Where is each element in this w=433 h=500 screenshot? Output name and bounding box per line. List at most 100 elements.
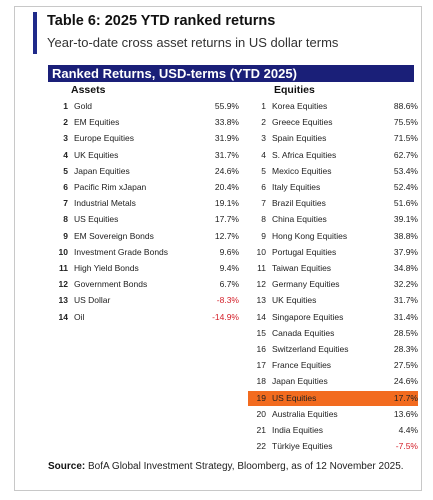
- asset-rank: 6: [63, 182, 68, 192]
- equity-value: 71.5%: [393, 133, 418, 144]
- equity-name: Spain Equities: [272, 133, 327, 144]
- asset-row: 1 Gold 55.9%: [50, 99, 239, 114]
- asset-row: 7 Industrial Metals 19.1%: [50, 196, 239, 211]
- asset-value: -14.9%: [212, 311, 239, 322]
- equity-rank: 15: [256, 327, 266, 338]
- equity-row: 1 Korea Equities 88.6%: [248, 99, 418, 114]
- asset-value: 9.4%: [219, 263, 239, 273]
- equity-row: 8 China Equities 39.1%: [248, 212, 418, 227]
- equity-row: 12 Germany Equities 32.2%: [248, 277, 418, 292]
- equity-rank: 8: [261, 214, 266, 225]
- equity-value: 24.6%: [393, 376, 418, 387]
- equity-rank: 1: [261, 101, 266, 111]
- equity-value: 27.5%: [393, 360, 418, 371]
- equity-name: Mexico Equities: [272, 165, 332, 176]
- equity-row: 11 Taiwan Equities 34.8%: [248, 261, 418, 276]
- equity-rank: 17: [256, 360, 266, 371]
- asset-name: Investment Grade Bonds: [74, 246, 169, 257]
- equity-value: 34.8%: [393, 263, 418, 273]
- table-title: Table 6: 2025 YTD ranked returns: [47, 13, 276, 29]
- asset-name: Gold: [74, 101, 92, 111]
- equity-rank: 5: [261, 165, 266, 176]
- asset-name: Oil: [74, 311, 85, 322]
- table-subtitle: Year-to-date cross asset returns in US d…: [47, 35, 339, 50]
- equity-rank: 13: [256, 295, 266, 306]
- asset-row: 9 EM Sovereign Bonds 12.7%: [50, 229, 239, 244]
- equity-row: 2 Greece Equities 75.5%: [248, 115, 418, 130]
- equity-value: 31.7%: [393, 295, 418, 306]
- equity-row: 10 Portugal Equities 37.9%: [248, 245, 418, 260]
- equity-name: US Equities: [272, 392, 317, 403]
- asset-name: Europe Equities: [74, 133, 135, 144]
- equity-rank: 2: [261, 117, 266, 128]
- equity-row: 3 Spain Equities 71.5%: [248, 131, 418, 146]
- asset-row: 3 Europe Equities 31.9%: [50, 131, 239, 146]
- equity-value: 37.9%: [393, 246, 418, 257]
- equity-rank: 4: [261, 149, 266, 160]
- asset-row: 14 Oil -14.9%: [50, 310, 239, 325]
- equity-value: 53.4%: [393, 165, 418, 176]
- equity-name: Australia Equities: [272, 408, 338, 419]
- equity-row: 17 France Equities 27.5%: [248, 358, 418, 373]
- asset-row: 11 High Yield Bonds 9.4%: [50, 261, 239, 276]
- equity-rank: 12: [256, 279, 266, 290]
- asset-row: 8 US Equities 17.7%: [50, 212, 239, 227]
- asset-rank: 12: [58, 279, 68, 290]
- asset-rank: 10: [58, 246, 68, 257]
- equity-name: Greece Equities: [272, 117, 333, 128]
- source-label: Source:: [48, 461, 86, 472]
- equity-rank: 14: [256, 311, 266, 322]
- asset-rank: 9: [63, 230, 68, 241]
- asset-value: 17.7%: [214, 214, 239, 225]
- equity-value: 13.6%: [393, 408, 418, 419]
- asset-rank: 8: [63, 214, 68, 225]
- asset-value: 33.8%: [214, 117, 239, 128]
- asset-row: 12 Government Bonds 6.7%: [50, 277, 239, 292]
- equity-name: Hong Kong Equities: [272, 230, 348, 241]
- equity-row: 7 Brazil Equities 51.6%: [248, 196, 418, 211]
- equity-row: 14 Singapore Equities 31.4%: [248, 310, 418, 325]
- equity-name: Korea Equities: [272, 101, 328, 111]
- equity-value: 75.5%: [393, 117, 418, 128]
- equity-row: 4 S. Africa Equities 62.7%: [248, 148, 418, 163]
- equity-value: 38.8%: [393, 230, 418, 241]
- asset-name: High Yield Bonds: [74, 263, 139, 273]
- asset-value: 19.1%: [214, 198, 239, 209]
- equity-row: 19 US Equities 17.7%: [248, 390, 418, 406]
- asset-name: Japan Equities: [74, 165, 130, 176]
- equity-row: 15 Canada Equities 28.5%: [248, 326, 418, 341]
- equity-rank: 3: [261, 133, 266, 144]
- equity-value: 51.6%: [393, 198, 418, 209]
- equity-rank: 7: [261, 198, 266, 209]
- equity-rank: 21: [256, 425, 266, 435]
- asset-row: 5 Japan Equities 24.6%: [50, 164, 239, 179]
- equity-name: Türkiye Equities: [272, 441, 333, 452]
- asset-name: UK Equities: [74, 149, 119, 160]
- equity-value: 17.7%: [393, 392, 418, 403]
- equity-row: 6 Italy Equities 52.4%: [248, 180, 418, 195]
- equity-value: 88.6%: [393, 101, 418, 111]
- equity-rank: 22: [256, 441, 266, 452]
- asset-rank: 11: [59, 263, 68, 273]
- asset-value: 31.9%: [214, 133, 239, 144]
- asset-value: 55.9%: [214, 101, 239, 111]
- asset-value: -8.3%: [216, 295, 239, 306]
- equity-row: 13 UK Equities 31.7%: [248, 293, 418, 308]
- asset-row: 4 UK Equities 31.7%: [50, 148, 239, 163]
- equity-name: China Equities: [272, 214, 327, 225]
- asset-rank: 13: [58, 295, 68, 306]
- equity-row: 16 Switzerland Equities 28.3%: [248, 342, 418, 357]
- asset-row: 6 Pacific Rim xJapan 20.4%: [50, 180, 239, 195]
- asset-value: 12.7%: [214, 230, 239, 241]
- equity-row: 21 India Equities 4.4%: [248, 423, 418, 438]
- equity-value: 4.4%: [398, 425, 418, 435]
- asset-rank: 4: [63, 149, 68, 160]
- equity-rank: 6: [261, 182, 266, 192]
- equity-rank: 9: [261, 230, 266, 241]
- asset-rank: 1: [63, 101, 68, 111]
- equity-value: -7.5%: [395, 441, 418, 452]
- equity-rank: 19: [256, 392, 266, 403]
- asset-name: US Equities: [74, 214, 119, 225]
- equity-name: Italy Equities: [272, 182, 321, 192]
- asset-row: 13 US Dollar -8.3%: [50, 293, 239, 308]
